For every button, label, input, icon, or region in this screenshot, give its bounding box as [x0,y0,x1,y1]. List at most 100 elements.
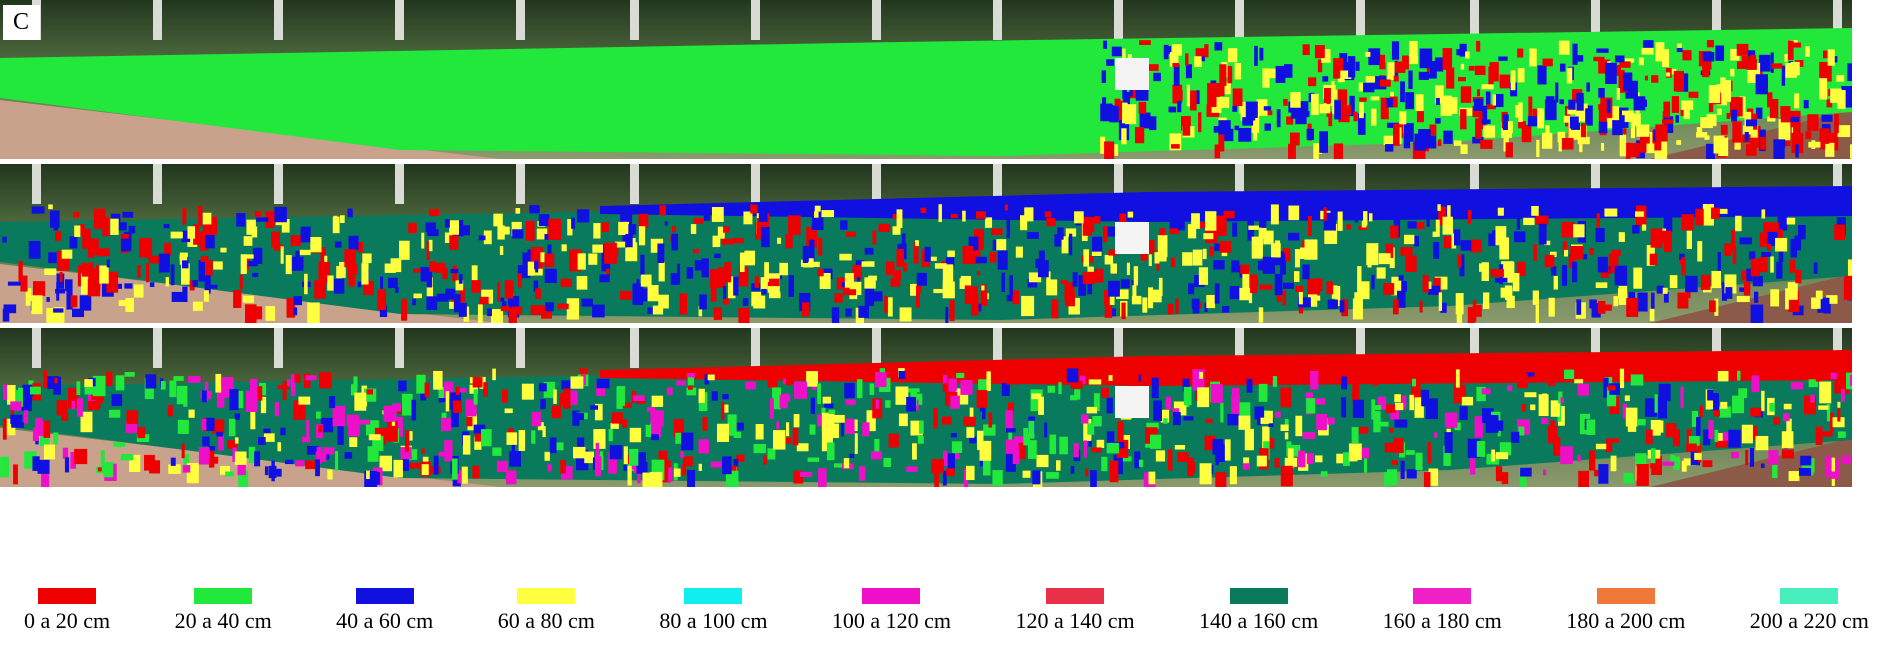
mask-patch [761,277,768,289]
mask-patch [1562,138,1574,150]
mask-patch [1314,278,1322,291]
mask-patch [769,292,780,298]
mask-patch [188,376,201,383]
mask-patch [1480,140,1492,149]
mask-patch [82,229,90,249]
mask-patch [539,383,547,391]
mask-patch [1168,449,1172,470]
mask-patch [1399,275,1404,280]
mask-patch [950,300,955,321]
mask-patch [1596,282,1608,288]
mask-patch [582,299,593,307]
mask-patch [1744,281,1750,295]
mask-patch [44,421,51,438]
mask-patch [1810,395,1814,403]
mask-patch [1837,409,1840,422]
mask-patch [1501,288,1513,298]
legend-swatch [1230,588,1288,604]
mask-patch [359,420,370,425]
mask-patch [1069,234,1072,256]
mask-patch [1518,102,1522,122]
mask-patch [1371,109,1376,126]
mask-patch [872,291,883,301]
mask-patch [1511,70,1516,90]
mask-patch [1303,44,1310,55]
mask-patch [1322,76,1328,81]
mask-patch [545,302,554,311]
mask-patch [642,473,652,487]
mask-patch [65,457,69,472]
mask-patch [573,447,585,458]
mask-patch [1701,275,1711,290]
mask-patch [180,255,188,260]
mask-patch [1823,431,1833,436]
mask-patch [1545,125,1549,147]
mask-patch [422,464,429,475]
mask-patch [862,261,875,267]
mask-patch [1619,61,1630,67]
mask-patch [166,277,169,286]
mask-patch [668,468,672,482]
mask-patch [1623,128,1626,134]
mask-patch [540,252,544,262]
mask-patch [255,211,261,217]
legend-label: 200 a 220 cm [1750,608,1869,634]
mask-patch [808,457,820,461]
mask-patch [1475,416,1483,437]
mask-patch [963,417,975,426]
mask-patch [1315,45,1325,58]
mask-patch [846,399,856,404]
mask-patch [1564,370,1574,379]
mask-patch [1434,433,1438,438]
mask-patch [113,442,125,447]
mask-patch [1572,262,1577,282]
mask-patch [253,248,262,264]
mask-patch [1158,235,1168,257]
mask-patch [1599,122,1608,133]
mask-patch [1545,100,1557,120]
mask-patch [677,264,680,283]
mask-patch [680,293,688,314]
mask-patch [789,275,794,297]
mask-patch [519,430,525,451]
mask-patch [1541,418,1548,424]
mask-patch [472,280,481,293]
mask-patch [1007,216,1011,238]
mask-patch [1469,66,1475,71]
mask-patch [779,263,788,275]
post [153,0,162,40]
mask-patch [1604,209,1617,217]
mask-patch [640,255,644,276]
mask-patch [899,371,906,379]
mask-patch [1539,224,1547,245]
mask-patch [1651,293,1654,311]
mask-patch [295,251,299,258]
mask-patch [676,381,686,386]
mask-patch [409,463,421,469]
mask-patch [681,433,693,451]
mask-patch [1265,124,1271,131]
post [153,328,162,368]
mask-patch [1219,64,1226,86]
mask-patch [1058,382,1061,394]
mask-patch [1214,126,1226,133]
mask-patch [1808,142,1820,148]
mask-patch [452,266,457,282]
mask-patch [1275,240,1280,257]
mask-patch [971,294,979,315]
mask-patch [976,211,986,219]
mask-patch [1638,419,1646,425]
mask-patch [629,449,638,466]
mask-patch [1346,224,1350,229]
mask-patch [369,434,381,440]
mask-patch [44,445,55,460]
mask-patch [298,397,310,405]
mask-patch [528,262,534,276]
mask-patch [1737,44,1749,56]
mask-patch [1771,52,1774,72]
mask-patch [1500,75,1511,89]
mask-patch [976,257,987,263]
mask-patch [1711,271,1721,288]
mask-patch [1139,460,1143,468]
mask-patch [1745,450,1748,465]
